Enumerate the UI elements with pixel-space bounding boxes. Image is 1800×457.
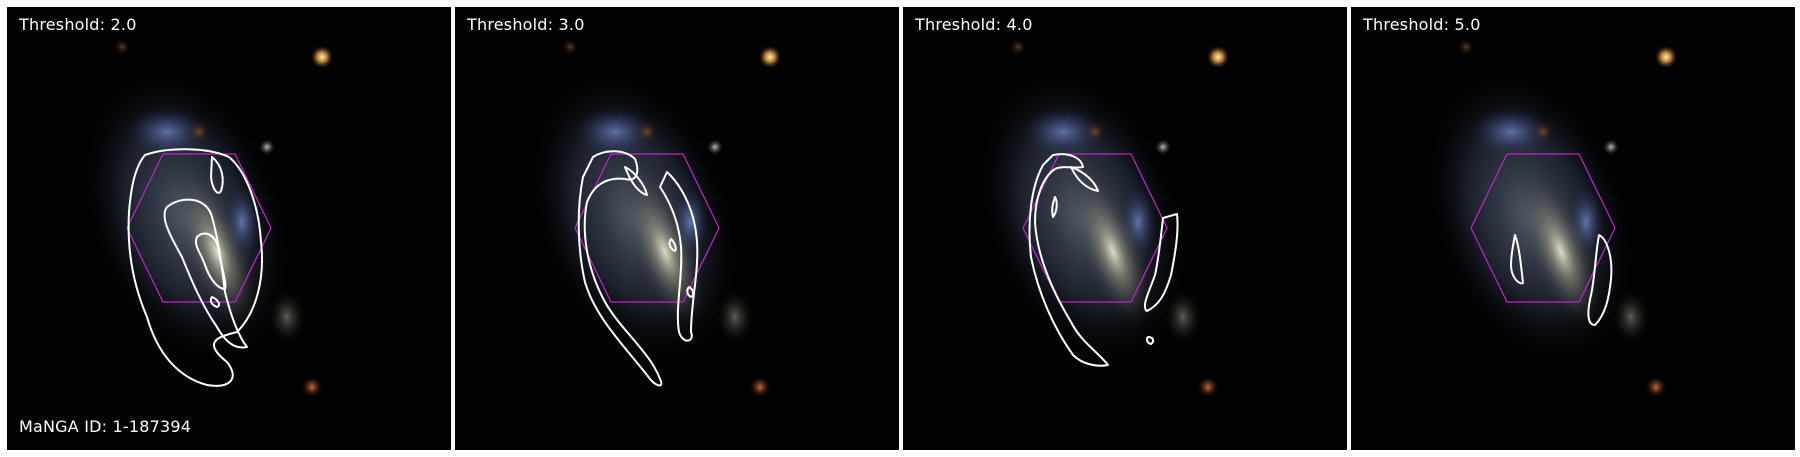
flux-contours <box>127 148 263 387</box>
ifu-hexagon <box>574 153 720 303</box>
panel-threshold-2: Threshold: 2.0 MaNGA ID: 1-187394 <box>7 7 451 450</box>
galaxy-image <box>7 7 451 450</box>
panel-threshold-4: Threshold: 4.0 <box>903 7 1347 450</box>
threshold-label: Threshold: 3.0 <box>467 15 585 34</box>
threshold-label: Threshold: 4.0 <box>915 15 1033 34</box>
ifu-hexagon <box>126 153 272 303</box>
ifu-hexagon <box>1022 153 1168 303</box>
threshold-label: Threshold: 5.0 <box>1363 15 1481 34</box>
panel-threshold-3: Threshold: 3.0 <box>455 7 899 450</box>
flux-contours <box>1028 153 1179 367</box>
galaxy-image <box>1351 7 1795 450</box>
threshold-label: Threshold: 2.0 <box>19 15 137 34</box>
panel-threshold-5: Threshold: 5.0 <box>1351 7 1795 450</box>
galaxy-id-label: MaNGA ID: 1-187394 <box>19 417 192 436</box>
galaxy-image <box>455 7 899 450</box>
galaxy-image <box>903 7 1347 450</box>
flux-contours <box>577 150 699 387</box>
ifu-hexagon <box>1470 153 1616 303</box>
flux-contours <box>1510 234 1613 326</box>
